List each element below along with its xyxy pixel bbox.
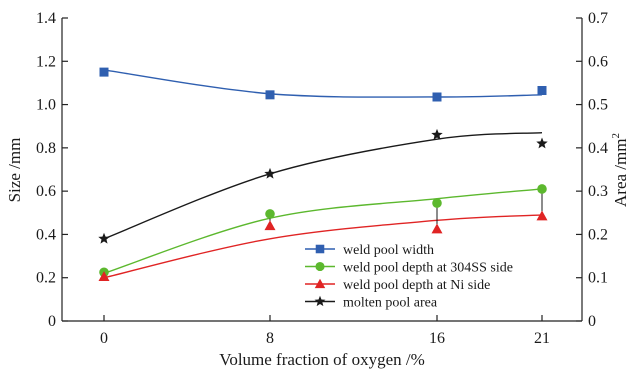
legend-marker: [315, 244, 325, 254]
data-point: [99, 67, 109, 77]
x-tick-label: 21: [534, 330, 550, 347]
data-point: [432, 92, 442, 102]
axes: [61, 18, 583, 322]
data-point: [431, 128, 443, 140]
data-point: [537, 86, 547, 96]
legend-label: weld pool width: [343, 243, 434, 258]
y-right-tick-label: 0.7: [588, 10, 608, 27]
data-point: [265, 209, 275, 219]
data-point: [264, 220, 276, 231]
data-point: [98, 232, 110, 244]
y-axis-left-title: Size /mm: [5, 138, 24, 203]
data-point: [264, 167, 276, 179]
y-right-tick-label: 0.6: [588, 53, 608, 70]
x-tick-label: 0: [100, 330, 108, 347]
legend-label: weld pool depth at 304SS side: [343, 261, 513, 276]
data-markers: [98, 67, 548, 282]
y-left-tick-label: 0.4: [36, 226, 56, 243]
data-point: [536, 210, 548, 221]
fit-curve: [103, 69, 543, 98]
legend: weld pool width weld pool depth at 304SS …: [298, 238, 513, 314]
y-left-tick-label: 0.8: [36, 140, 56, 157]
y-left-tick-label: 0.2: [36, 270, 56, 287]
data-point: [98, 271, 110, 282]
data-point: [537, 184, 547, 194]
y-left-tick-label: 0.6: [36, 183, 56, 200]
fit-curves: [103, 69, 543, 279]
data-point: [432, 198, 442, 208]
y-right-tick-label: 0: [588, 313, 596, 330]
fit-curve: [103, 188, 543, 275]
legend-marker: [315, 261, 325, 272]
y-left-tick-label: 1.0: [36, 97, 56, 114]
ticks: 0 8 16 21 0 0.2 0.4 0.6 0.8 1.0 1.2 1.4 0 0.1 0.2 0.3 0.…: [36, 10, 608, 347]
x-tick-label: 8: [266, 330, 274, 347]
fit-curve: [103, 214, 543, 279]
y-left-tick-label: 1.2: [36, 53, 56, 70]
legend-label: weld pool depth at Ni side: [343, 278, 490, 293]
data-point: [431, 223, 443, 234]
y-axis-right-title: Area /mm2: [610, 133, 630, 207]
y-right-tick-label: 0.3: [588, 183, 608, 200]
fit-curve: [103, 132, 543, 240]
legend-marker: [314, 278, 326, 289]
legend-marker: [314, 295, 326, 307]
y-right-tick-label: 0.4: [588, 140, 608, 157]
data-point: [265, 90, 275, 100]
y-axis-right-title-text: Area /mm2: [610, 133, 630, 207]
x-axis-title: Volume fraction of oxygen /%: [219, 350, 425, 369]
y-right-tick-label: 0.1: [588, 270, 608, 287]
data-point: [536, 137, 548, 149]
y-right-tick-label: 0.2: [588, 226, 608, 243]
x-tick-label: 16: [429, 330, 445, 347]
y-right-tick-label: 0.5: [588, 97, 608, 114]
y-left-tick-label: 0: [48, 313, 56, 330]
legend-label: molten pool area: [343, 296, 438, 311]
y-left-tick-label: 1.4: [36, 10, 56, 27]
